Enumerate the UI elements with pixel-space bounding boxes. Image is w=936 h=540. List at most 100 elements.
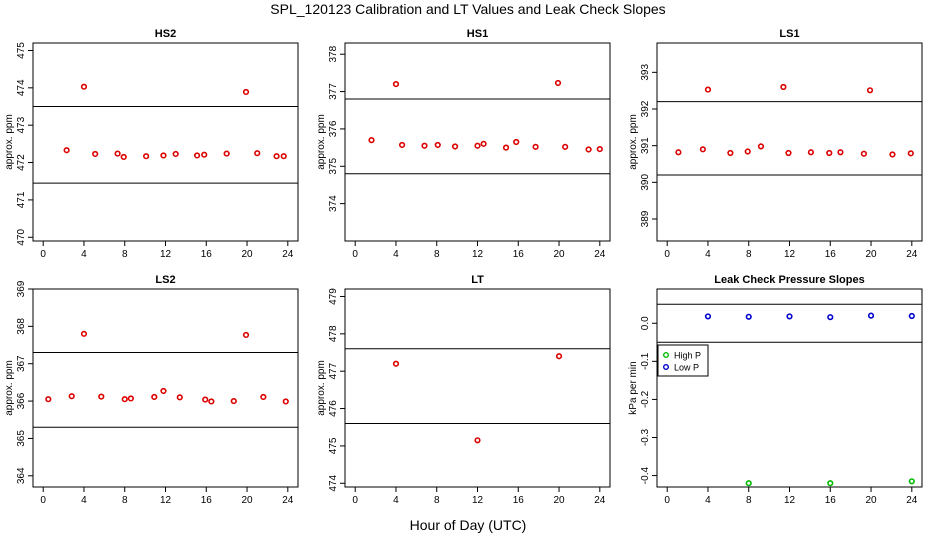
data-point xyxy=(260,393,267,401)
y-tick-label: 378 xyxy=(328,45,339,62)
data-point xyxy=(827,314,834,321)
y-axis-label: approx. ppm xyxy=(316,114,327,170)
y-tick-label: 475 xyxy=(328,437,339,454)
panel-title: LS2 xyxy=(155,274,175,286)
x-tick-label: 8 xyxy=(434,249,440,260)
y-tick-label: 476 xyxy=(328,400,339,417)
y-tick-label: 392 xyxy=(640,100,651,117)
plot-frame xyxy=(656,42,923,242)
x-tick-label: 12 xyxy=(160,495,172,506)
y-axis-label: approx. ppm xyxy=(4,114,15,170)
x-tick-label: 20 xyxy=(553,249,565,260)
data-point xyxy=(727,149,734,157)
panel-hs1: HS1 0 4 8 12 16 20 24 374 375 376 377 378 approx. ppm xyxy=(316,28,611,260)
x-tick-label: 0 xyxy=(40,495,46,506)
panel-title: LS1 xyxy=(779,28,799,40)
panel-title: Leak Check Pressure Slopes xyxy=(714,274,864,286)
panel-title: HS2 xyxy=(155,28,176,40)
y-tick-label: 474 xyxy=(16,79,27,96)
legend-box xyxy=(657,344,709,377)
plot-frame xyxy=(32,288,299,488)
data-point xyxy=(704,313,712,320)
x-tick-label: 4 xyxy=(705,495,711,506)
data-point xyxy=(827,480,834,487)
data-point xyxy=(121,396,128,403)
y-tick-label: 473 xyxy=(16,116,27,133)
data-point xyxy=(532,143,539,150)
data-point xyxy=(80,330,88,337)
data-point xyxy=(160,152,167,159)
data-point xyxy=(421,142,428,149)
data-point xyxy=(907,150,914,157)
x-tick-label: 24 xyxy=(906,249,918,260)
data-point xyxy=(63,147,70,154)
data-point xyxy=(114,150,121,157)
x-tick-label: 24 xyxy=(594,495,606,506)
data-point xyxy=(127,395,134,402)
data-point xyxy=(867,312,875,319)
x-tick-label: 12 xyxy=(160,249,172,260)
data-point xyxy=(434,141,441,149)
data-point xyxy=(451,143,459,150)
x-tick-label: 20 xyxy=(241,495,253,506)
y-tick-label: -0.1 xyxy=(640,352,651,370)
y-tick-label: -0.2 xyxy=(640,390,651,408)
y-tick-label: 374 xyxy=(328,195,339,212)
y-tick-label: 364 xyxy=(16,467,27,484)
panel-leak-check-pressure-slopes: Leak Check Pressure Slopes 0 4 8 12 16 20 24 0.0… xyxy=(628,274,923,506)
x-tick-label: 8 xyxy=(122,249,128,260)
data-point xyxy=(176,394,183,401)
panel-title: HS1 xyxy=(467,28,488,40)
x-tick-label: 0 xyxy=(664,495,670,506)
data-point xyxy=(92,150,99,158)
data-point xyxy=(392,360,400,367)
data-point xyxy=(554,79,562,87)
data-point xyxy=(785,149,792,157)
panel-lt: LT 0 4 8 12 16 20 24 474 475 476 477 478 479 approx. p… xyxy=(316,274,611,506)
x-tick-label: 0 xyxy=(352,249,358,260)
panel-hs2: HS2 0 4 8 12 16 20 24 470 471 472 473 474 475 approx. … xyxy=(4,28,299,260)
data-point xyxy=(585,146,592,153)
data-point xyxy=(866,87,874,94)
panel-title: LT xyxy=(471,274,484,286)
x-tick-label: 20 xyxy=(865,249,877,260)
x-tick-label: 16 xyxy=(825,249,837,260)
data-point xyxy=(480,140,487,147)
legend-label: High P xyxy=(674,351,701,361)
x-tick-label: 16 xyxy=(201,495,213,506)
y-tick-label: 393 xyxy=(640,64,651,81)
y-tick-label: 470 xyxy=(16,228,27,245)
y-tick-label: 472 xyxy=(16,154,27,171)
data-point xyxy=(398,141,406,149)
data-point xyxy=(45,396,52,403)
data-point xyxy=(474,437,481,444)
x-tick-label: 24 xyxy=(282,249,294,260)
data-point xyxy=(826,149,833,157)
x-tick-label: 20 xyxy=(241,249,253,260)
data-point xyxy=(223,150,230,157)
x-tick-label: 0 xyxy=(664,249,670,260)
data-point xyxy=(786,313,793,320)
panel-ls2: LS2 0 4 8 12 16 20 24 364 365 366 367 368 369 approx. … xyxy=(4,274,299,506)
legend-marker xyxy=(663,364,670,371)
y-tick-label: 367 xyxy=(16,355,27,372)
data-point xyxy=(368,137,375,144)
x-tick-label: 24 xyxy=(594,249,606,260)
data-point xyxy=(837,149,844,156)
x-tick-label: 12 xyxy=(784,495,796,506)
data-point xyxy=(208,398,215,405)
plot-frame xyxy=(344,288,611,488)
data-point xyxy=(280,153,287,160)
panel-ls1: LS1 0 4 8 12 16 20 24 389 390 391 392 393 approx. ppm xyxy=(628,28,923,260)
data-point xyxy=(242,88,250,96)
x-tick-label: 20 xyxy=(865,495,877,506)
y-tick-label: -0.3 xyxy=(640,428,651,446)
y-tick-label: 474 xyxy=(328,474,339,491)
data-point xyxy=(474,142,481,149)
y-tick-label: 478 xyxy=(328,325,339,342)
data-point xyxy=(596,145,603,153)
data-point xyxy=(120,153,127,161)
x-tick-label: 20 xyxy=(553,495,565,506)
x-tick-label: 8 xyxy=(122,495,128,506)
y-tick-label: 471 xyxy=(16,191,27,208)
